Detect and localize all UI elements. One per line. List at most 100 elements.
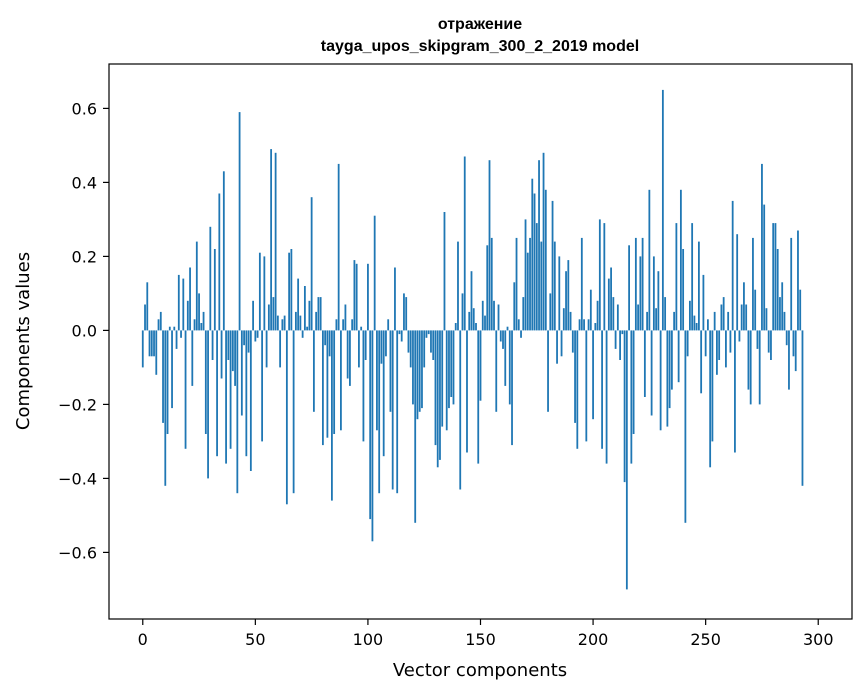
bar bbox=[279, 330, 282, 368]
bar bbox=[409, 330, 412, 368]
bar bbox=[704, 330, 707, 357]
x-axis-label: Vector components bbox=[393, 660, 567, 681]
bar bbox=[549, 293, 552, 331]
bar bbox=[481, 300, 484, 331]
bar bbox=[432, 330, 435, 360]
bar bbox=[452, 330, 455, 405]
bar bbox=[202, 311, 205, 331]
bar bbox=[162, 330, 164, 423]
bar bbox=[249, 330, 252, 471]
bar bbox=[351, 319, 354, 331]
bar bbox=[463, 156, 466, 331]
bar bbox=[468, 311, 471, 331]
bar bbox=[720, 304, 723, 331]
bar bbox=[551, 200, 554, 331]
x-tick-label: 300 bbox=[803, 630, 834, 649]
bar bbox=[448, 330, 450, 409]
bar bbox=[565, 271, 567, 331]
bar bbox=[299, 315, 302, 331]
bar bbox=[716, 330, 718, 375]
bar bbox=[619, 330, 621, 360]
bar bbox=[412, 330, 414, 405]
bar bbox=[333, 330, 336, 434]
bar bbox=[330, 330, 333, 501]
bar bbox=[445, 330, 448, 431]
bar bbox=[772, 223, 775, 331]
bar bbox=[490, 237, 493, 331]
bar bbox=[754, 289, 757, 331]
bars-group bbox=[141, 89, 804, 590]
bar bbox=[700, 330, 703, 394]
bar bbox=[168, 326, 171, 331]
bar bbox=[576, 330, 579, 449]
bar bbox=[270, 149, 273, 331]
bar bbox=[752, 237, 754, 331]
y-tick-label: 0.4 bbox=[72, 173, 97, 192]
bar bbox=[531, 178, 534, 331]
bar bbox=[605, 330, 608, 464]
bar bbox=[783, 311, 786, 331]
bar bbox=[652, 256, 655, 331]
bar bbox=[427, 330, 430, 335]
bar bbox=[243, 330, 245, 346]
bar bbox=[394, 267, 396, 331]
bar bbox=[258, 252, 261, 331]
bar bbox=[657, 271, 660, 331]
bar bbox=[634, 237, 637, 331]
bar bbox=[182, 278, 185, 331]
bar bbox=[722, 297, 725, 331]
bar bbox=[709, 330, 712, 468]
bar bbox=[418, 330, 421, 412]
bar bbox=[335, 319, 338, 331]
bar bbox=[569, 311, 572, 331]
bar bbox=[274, 152, 277, 331]
bar bbox=[373, 215, 376, 331]
bar bbox=[623, 330, 626, 483]
bar bbox=[272, 297, 275, 331]
bar bbox=[382, 330, 385, 457]
bar bbox=[164, 330, 167, 486]
bar bbox=[792, 330, 795, 357]
bar bbox=[594, 323, 597, 331]
bar bbox=[515, 237, 518, 331]
bar bbox=[574, 330, 576, 423]
bar bbox=[340, 330, 342, 431]
bar bbox=[231, 330, 234, 372]
bar bbox=[290, 249, 293, 331]
bar bbox=[220, 330, 223, 379]
bar bbox=[547, 330, 549, 412]
bar bbox=[380, 330, 383, 364]
bar bbox=[499, 330, 502, 342]
bar bbox=[157, 319, 160, 331]
bar bbox=[317, 297, 320, 331]
bar bbox=[421, 330, 423, 409]
bar bbox=[675, 223, 678, 331]
bar bbox=[204, 330, 207, 434]
bar bbox=[256, 330, 259, 338]
bar bbox=[358, 330, 360, 368]
bar bbox=[342, 319, 345, 331]
bar bbox=[713, 311, 716, 331]
bar bbox=[308, 300, 311, 331]
y-axis: −0.6 −0.4 −0.2 0.0 0.2 0.4 0.6 bbox=[58, 99, 109, 562]
bar bbox=[493, 300, 495, 331]
bar bbox=[267, 304, 270, 331]
bar bbox=[637, 304, 640, 331]
bar bbox=[738, 330, 741, 342]
bar bbox=[736, 234, 739, 331]
bar bbox=[276, 315, 279, 331]
bar bbox=[542, 152, 545, 331]
bar bbox=[650, 330, 653, 416]
bar bbox=[781, 282, 784, 331]
bar bbox=[580, 237, 583, 331]
bar bbox=[171, 330, 173, 409]
bar bbox=[195, 241, 198, 331]
bar bbox=[639, 256, 642, 331]
bar bbox=[770, 330, 772, 360]
bar bbox=[520, 330, 522, 338]
bar bbox=[540, 241, 543, 331]
bar bbox=[734, 330, 736, 453]
bar bbox=[727, 311, 730, 331]
bar bbox=[461, 293, 464, 331]
